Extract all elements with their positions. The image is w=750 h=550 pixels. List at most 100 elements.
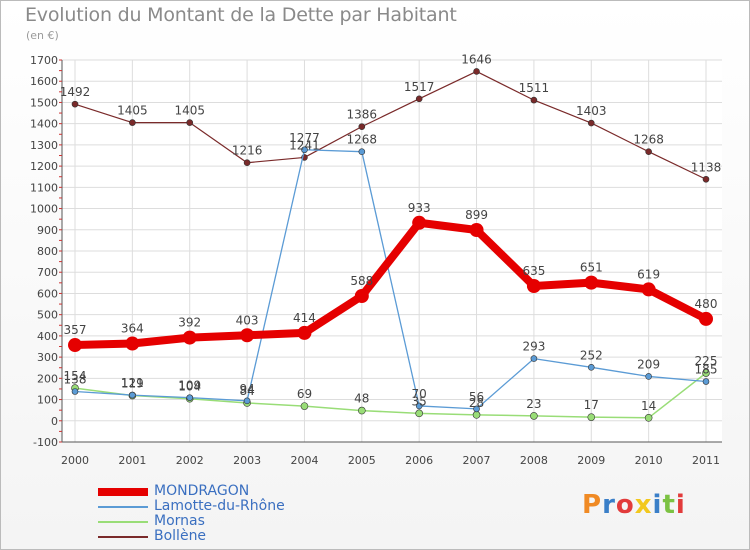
data-label: 17 (584, 398, 599, 412)
data-label: 1216 (232, 144, 263, 158)
data-label: 70 (412, 387, 427, 401)
data-label: 28 (469, 396, 484, 410)
data-label: 651 (580, 261, 603, 275)
y-tick-label: 900 (37, 224, 58, 237)
data-label: 1405 (174, 104, 205, 118)
data-point (129, 391, 136, 399)
data-point (645, 148, 652, 155)
data-point (301, 146, 308, 154)
y-tick-label: 1700 (30, 54, 58, 67)
x-tick-label: 2006 (405, 454, 433, 467)
data-point (644, 414, 653, 422)
y-tick-label: 800 (37, 245, 58, 258)
legend-label: Bollène (154, 528, 207, 544)
legend-label: Mornas (154, 513, 205, 529)
data-label: 357 (64, 323, 87, 337)
data-point (699, 311, 713, 326)
data-label: 209 (637, 357, 660, 371)
data-label: 933 (408, 201, 431, 215)
data-point (300, 402, 309, 410)
legend-swatch (98, 487, 148, 496)
data-point (415, 95, 423, 103)
data-label: 1138 (691, 160, 722, 174)
proxiti-logo: Proxiti (582, 490, 686, 520)
data-point (641, 282, 656, 297)
unit-label: (en €) (26, 29, 59, 42)
y-tick-label: 1200 (30, 160, 58, 173)
series-line-0 (74, 218, 708, 350)
y-tick-label: 500 (37, 309, 58, 322)
series-line-3 (74, 70, 707, 180)
data-point (526, 279, 541, 294)
chart-title: Evolution du Montant de la Dette par Hab… (25, 4, 457, 26)
legend-swatch (98, 520, 148, 523)
data-point (702, 369, 710, 377)
data-label: 1268 (347, 133, 378, 147)
data-label: 56 (469, 390, 484, 404)
y-tick-label: 1300 (30, 139, 58, 152)
data-label: 109 (178, 379, 201, 393)
data-label: 69 (297, 387, 312, 401)
y-tick-label: 1000 (30, 203, 58, 216)
data-label: 23 (526, 397, 541, 411)
data-label: 635 (522, 264, 545, 278)
legend-swatch (98, 535, 148, 538)
y-tick-label: 100 (37, 394, 58, 407)
y-tick-label: 0 (51, 415, 58, 428)
data-label: 104 (178, 380, 201, 394)
data-point (472, 411, 481, 419)
y-tick-label: 200 (37, 372, 58, 385)
data-label: 252 (580, 348, 603, 362)
data-point (243, 159, 251, 167)
x-tick-label: 2004 (290, 454, 318, 467)
data-label: 1511 (519, 81, 550, 95)
data-point (473, 68, 480, 75)
y-tick-label: -100 (33, 436, 58, 449)
y-tick-label: 1600 (30, 75, 58, 88)
data-point (243, 397, 251, 405)
data-point (297, 325, 312, 340)
legend-label: MONDRAGON (154, 483, 250, 499)
data-label: 480 (695, 297, 718, 311)
data-label: 1386 (347, 108, 378, 122)
data-label: 1403 (576, 104, 607, 118)
data-label: 293 (522, 340, 545, 354)
data-label: 364 (121, 322, 144, 336)
data-label: 619 (637, 267, 660, 281)
data-label: 392 (178, 316, 201, 330)
x-tick-label: 2009 (577, 454, 605, 467)
data-label: 1277 (289, 131, 320, 145)
data-label: 185 (695, 363, 718, 377)
data-label: 1268 (633, 133, 664, 147)
data-point (473, 405, 480, 413)
data-point (358, 123, 366, 130)
data-point (125, 336, 140, 351)
data-label: 35 (412, 394, 427, 408)
data-point (186, 119, 194, 126)
data-label: 48 (354, 392, 369, 406)
data-label: 1405 (117, 104, 148, 118)
legend-swatch (98, 505, 148, 508)
data-point (68, 338, 82, 353)
data-point (530, 412, 538, 420)
data-point (469, 222, 484, 237)
data-point (186, 394, 194, 401)
data-label: 1241 (289, 138, 320, 152)
data-label: 899 (465, 208, 488, 222)
x-tick-label: 2003 (233, 454, 261, 467)
y-tick-label: 1400 (30, 118, 58, 131)
y-tick-label: 400 (37, 330, 58, 343)
y-tick-label: 300 (37, 351, 58, 364)
data-label: 1517 (404, 80, 435, 94)
data-label: 1646 (461, 52, 492, 66)
data-label: 94 (239, 382, 254, 396)
legend-label: Lamotte-du-Rhône (154, 498, 285, 514)
data-point (412, 215, 427, 230)
data-point (587, 119, 595, 127)
x-tick-label: 2011 (692, 454, 720, 467)
data-label: 414 (293, 311, 316, 325)
data-label: 225 (695, 354, 718, 368)
data-point (415, 409, 423, 418)
x-tick-label: 2008 (520, 454, 548, 467)
x-tick-label: 2001 (118, 454, 146, 467)
